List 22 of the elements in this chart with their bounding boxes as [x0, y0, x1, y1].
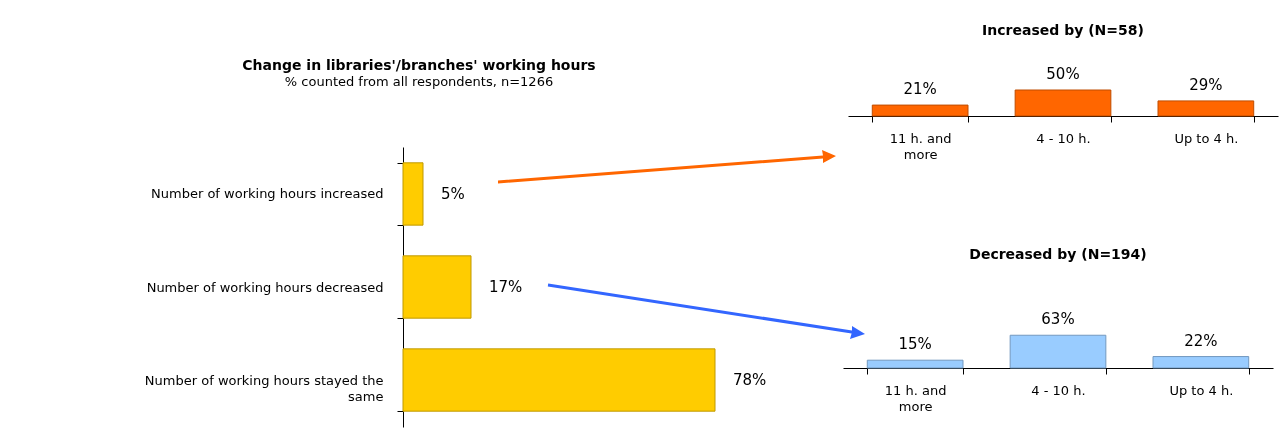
- x-tick-label: Up to 4 h.: [1174, 130, 1239, 146]
- data-label: 50%: [1046, 65, 1080, 83]
- chart-title: Increased by (N=58): [982, 22, 1144, 38]
- chart-subtitle: % counted from all respondents, n=1266: [284, 74, 554, 89]
- x-tick-label: 4 - 10 h.: [1036, 130, 1091, 146]
- data-label: 15%: [898, 335, 932, 354]
- x-tick-label: 11 h. and more: [889, 130, 952, 162]
- x-tick-label: 11 h. and more: [884, 382, 947, 414]
- data-label: 78%: [733, 371, 767, 390]
- y-tick-label: Number of working hours increased: [151, 186, 384, 202]
- x-tick-label: 4 - 10 h.: [1031, 382, 1086, 398]
- data-label: 21%: [903, 80, 937, 99]
- x-tick-label: Up to 4 h.: [1169, 382, 1234, 398]
- chart-title: Change in libraries'/branches' working hours: [242, 57, 596, 73]
- data-label: 63%: [1041, 310, 1075, 329]
- chart-title: Decreased by (N=194): [969, 246, 1147, 263]
- data-label: 29%: [1189, 75, 1223, 94]
- y-tick-label: Number of working hours decreased: [146, 279, 384, 295]
- data-label: 22%: [1184, 331, 1218, 350]
- y-tick-label: Number of working hours stayed the same: [144, 372, 384, 404]
- data-label: 5%: [441, 184, 465, 203]
- data-label: 17%: [489, 278, 523, 296]
